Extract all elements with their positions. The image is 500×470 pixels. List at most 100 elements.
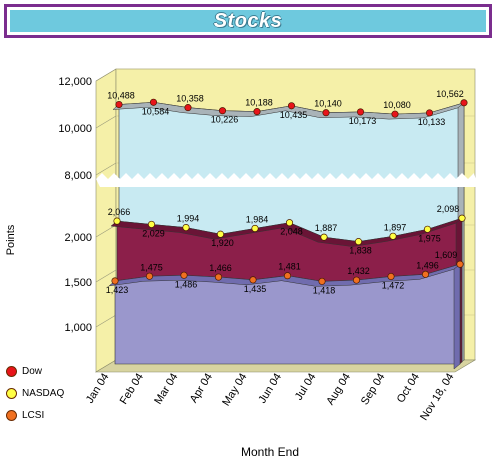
data-label-nasdaq: 1,975 bbox=[418, 233, 441, 243]
chart-legend: Dow NASDAQ LCSI bbox=[6, 360, 64, 426]
data-label-lcsi: 1,466 bbox=[209, 263, 232, 273]
data-label-dow: 10,358 bbox=[176, 94, 204, 104]
data-point-dow bbox=[218, 107, 227, 115]
x-tick-label: Jun 04 bbox=[256, 371, 284, 405]
gridline-side bbox=[95, 314, 117, 328]
data-point-lcsi bbox=[180, 271, 188, 279]
data-point-nasdaq bbox=[182, 223, 190, 232]
legend-item-lcsi: LCSI bbox=[6, 404, 64, 426]
legend-label-nasdaq: NASDAQ bbox=[22, 387, 65, 399]
gridline-side bbox=[95, 68, 117, 82]
data-point-dow bbox=[287, 102, 296, 110]
data-label-lcsi: 1,423 bbox=[106, 285, 129, 295]
y-axis-label: Points bbox=[5, 224, 17, 255]
data-point-lcsi bbox=[352, 276, 361, 284]
data-label-lcsi: 1,496 bbox=[416, 260, 439, 270]
x-tick-label: Jul 04 bbox=[293, 371, 319, 402]
data-label-dow: 10,584 bbox=[142, 106, 170, 116]
data-point-dow bbox=[149, 98, 158, 106]
data-label-lcsi: 1,475 bbox=[140, 262, 163, 272]
data-point-dow bbox=[425, 109, 434, 117]
legend-marker-dow bbox=[6, 365, 17, 377]
data-point-lcsi bbox=[249, 276, 257, 284]
data-point-nasdaq bbox=[354, 238, 363, 246]
gridline-side bbox=[95, 224, 117, 238]
data-point-lcsi bbox=[421, 270, 430, 278]
data-label-nasdaq: 2,066 bbox=[108, 207, 131, 217]
axis-break bbox=[96, 173, 478, 187]
data-point-lcsi bbox=[145, 272, 154, 280]
x-tick-label: Nov 18, 04 bbox=[418, 371, 456, 422]
data-point-dow bbox=[356, 108, 365, 116]
data-label-lcsi: 1,432 bbox=[347, 266, 370, 276]
side-wall bbox=[95, 68, 117, 373]
data-label-lcsi: 1,472 bbox=[382, 281, 405, 291]
data-point-nasdaq bbox=[389, 232, 397, 240]
legend-item-dow: Dow bbox=[6, 360, 64, 382]
y-tick-label: 1,000 bbox=[64, 322, 92, 334]
data-label-nasdaq: 1,994 bbox=[177, 214, 200, 224]
x-tick-label: Feb 04 bbox=[118, 371, 146, 406]
y-tick-label: 1,500 bbox=[64, 277, 92, 289]
data-point-dow bbox=[322, 109, 330, 117]
y-tick-label: 8,000 bbox=[64, 170, 92, 182]
x-tick-label: Aug 04 bbox=[324, 371, 353, 407]
data-point-nasdaq bbox=[285, 219, 294, 227]
chart-title-banner: Stocks bbox=[10, 10, 486, 32]
data-point-lcsi bbox=[318, 277, 326, 285]
gridline-side bbox=[95, 162, 117, 176]
data-point-nasdaq bbox=[320, 233, 328, 241]
data-point-nasdaq bbox=[251, 224, 259, 232]
y-tick-label: 2,000 bbox=[64, 232, 92, 244]
data-label-nasdaq: 2,029 bbox=[142, 228, 165, 238]
data-label-dow: 10,133 bbox=[418, 117, 446, 127]
data-label-nasdaq: 1,984 bbox=[246, 214, 269, 224]
data-label-dow: 10,435 bbox=[280, 110, 308, 120]
legend-item-nasdaq: NASDAQ bbox=[6, 382, 64, 404]
gridline-side bbox=[95, 269, 117, 283]
data-point-lcsi bbox=[111, 277, 119, 285]
data-point-dow bbox=[391, 110, 399, 118]
x-tick-label: Mar 04 bbox=[152, 371, 180, 406]
x-tick-label: Sep 04 bbox=[359, 371, 388, 407]
data-point-nasdaq bbox=[458, 214, 466, 222]
data-label-lcsi: 1,609 bbox=[435, 250, 458, 260]
data-label-nasdaq: 1,897 bbox=[384, 222, 407, 232]
x-axis-label: Month End bbox=[241, 445, 299, 459]
x-tick-label: May 04 bbox=[220, 371, 249, 408]
data-label-nasdaq: 2,098 bbox=[437, 204, 460, 214]
data-point-dow bbox=[253, 108, 261, 116]
data-point-lcsi bbox=[387, 272, 395, 281]
data-label-lcsi: 1,481 bbox=[278, 262, 301, 272]
data-point-dow bbox=[460, 99, 468, 107]
data-label-dow: 10,226 bbox=[211, 115, 239, 125]
data-label-dow: 10,140 bbox=[314, 99, 342, 109]
data-label-lcsi: 1,486 bbox=[175, 279, 198, 289]
data-label-lcsi: 1,418 bbox=[313, 285, 336, 295]
data-label-dow: 10,488 bbox=[107, 91, 135, 101]
x-tick-label: Apr 04 bbox=[188, 371, 215, 405]
x-tick-label: Oct 04 bbox=[395, 371, 422, 405]
area-cap-lcsi bbox=[453, 263, 461, 370]
data-point-lcsi bbox=[214, 273, 223, 281]
data-point-lcsi bbox=[283, 272, 292, 280]
y-tick-label: 10,000 bbox=[58, 123, 92, 135]
data-label-nasdaq: 1,887 bbox=[315, 223, 338, 233]
legend-marker-nasdaq bbox=[6, 387, 17, 399]
data-label-nasdaq: 2,048 bbox=[280, 227, 303, 237]
data-point-nasdaq bbox=[216, 230, 225, 238]
data-point-nasdaq bbox=[423, 225, 432, 233]
legend-marker-lcsi bbox=[6, 409, 17, 421]
data-point-dow bbox=[115, 100, 123, 109]
data-label-dow: 10,080 bbox=[383, 100, 411, 110]
data-label-dow: 10,562 bbox=[436, 89, 464, 99]
data-label-dow: 10,188 bbox=[245, 98, 273, 108]
x-tick-label: Jan 04 bbox=[84, 371, 112, 405]
data-point-nasdaq bbox=[113, 217, 121, 225]
data-point-nasdaq bbox=[147, 220, 156, 228]
legend-label-dow: Dow bbox=[22, 365, 43, 377]
data-point-lcsi bbox=[456, 260, 464, 268]
legend-label-lcsi: LCSI bbox=[22, 409, 45, 421]
gridline-side bbox=[95, 115, 117, 129]
y-tick-label: 12,000 bbox=[58, 76, 92, 88]
